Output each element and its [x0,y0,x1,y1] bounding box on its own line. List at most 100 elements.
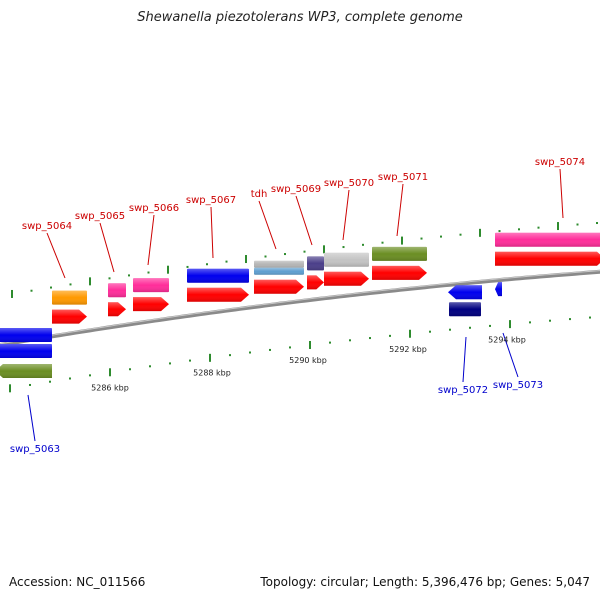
scale-label: 5294 kbp [488,335,526,344]
scale-labels: 5286 kbp 5288 kbp 5290 kbp 5292 kbp 5294 kbp [91,335,526,392]
feature-swp_5071[interactable] [372,246,427,280]
gene-label-swp_5074[interactable]: swp_5074 [535,157,585,168]
scale-label: 5286 kbp [91,383,129,392]
minor-tick [128,274,130,277]
minor-tick [289,346,291,349]
feature-swp_5073[interactable] [495,282,502,297]
minor-tick [449,328,451,331]
major-tick [323,245,325,254]
major-tick [409,329,411,338]
leader-swp_5066 [147,214,155,266]
leader-swp_5067 [210,206,214,259]
minor-tick [129,368,131,371]
minor-tick [147,271,150,274]
major-tick [245,255,247,264]
minor-tick [249,351,251,354]
leader-swp_5073 [502,332,519,378]
minor-tick [269,348,271,351]
leader-swp_5074 [559,168,564,219]
minor-tick [189,359,191,362]
minor-tick [429,330,431,333]
genome-backbone [0,269,600,348]
minor-tick [69,283,72,286]
minor-tick [381,241,384,244]
leader-tdh [258,200,277,250]
minor-tick [420,237,423,240]
major-tick [309,340,311,349]
minor-tick [549,319,551,322]
gene-label-swp_5070[interactable]: swp_5070 [324,178,374,189]
minor-tick [459,233,462,236]
minor-tick [206,263,208,266]
map-title: Shewanella piezotolerans WP3, complete g… [137,10,463,25]
gene-label-swp_5066[interactable]: swp_5066 [129,203,179,214]
minor-tick [108,277,111,280]
gene-label-swp_5069[interactable]: swp_5069 [271,184,321,195]
gene-label-swp_5063[interactable]: swp_5063 [10,444,60,455]
minor-tick [537,226,540,229]
minor-tick [329,341,331,344]
minor-tick [229,354,231,357]
major-tick [109,368,111,377]
label-leader-lines [27,168,564,442]
minor-tick [89,374,91,377]
leader-swp_5071 [396,183,404,237]
leader-swp_5063 [27,394,36,442]
feature-swp_5067[interactable] [187,268,249,302]
gene-label-tdh[interactable]: tdh [251,189,268,200]
gene-label-swp_5065[interactable]: swp_5065 [75,211,125,222]
gene-label-swp_5064[interactable]: swp_5064 [22,221,72,232]
minor-tick [169,362,171,365]
minor-tick [596,222,598,225]
gene-label-swp_5071[interactable]: swp_5071 [378,172,428,183]
feature-swp_5066[interactable] [133,278,169,312]
minor-tick [589,316,591,319]
minor-tick [50,286,52,289]
accession-text: Accession: NC_011566 [9,575,146,589]
feature-swp_5072[interactable] [448,285,482,317]
minor-tick [49,380,51,383]
major-tick [209,353,211,362]
feature-swp_5065[interactable] [108,283,126,317]
gene-label-swp_5072[interactable]: swp_5072 [438,385,488,396]
inner-tick-track [9,316,591,393]
major-tick [9,384,11,393]
minor-tick [369,337,371,340]
major-tick [89,277,91,286]
minor-tick [362,243,364,246]
minor-tick [264,255,267,258]
major-tick [479,228,481,237]
leader-swp_5070 [342,189,350,241]
outer-tick-track [11,222,598,298]
leader-swp_5069 [295,195,313,246]
minor-tick [30,289,33,292]
feature-swp_5064[interactable] [52,290,87,324]
minor-tick [576,223,579,226]
topology-summary: Topology: circular; Length: 5,396,476 bp… [260,575,590,589]
feature-tdh[interactable] [254,260,304,294]
minor-tick [69,377,71,380]
backbone-line [0,269,600,348]
minor-tick [469,326,471,329]
minor-tick [303,250,306,253]
minor-tick [569,318,571,321]
minor-tick [440,235,442,238]
feature-swp_5070[interactable] [324,252,369,286]
gene-label-swp_5073[interactable]: swp_5073 [493,380,543,391]
feature-swp_5069[interactable] [307,256,324,290]
feature-swp_5074[interactable] [495,232,600,266]
feature-swp_5063[interactable] [0,328,52,379]
major-tick [11,289,13,298]
gene-label-swp_5067[interactable]: swp_5067 [186,195,236,206]
minor-tick [342,246,345,249]
minor-tick [349,339,351,342]
minor-tick [225,260,228,263]
scale-label: 5290 kbp [289,356,327,365]
minor-tick [186,265,189,268]
minor-tick [284,253,286,256]
minor-tick [518,228,520,231]
scale-label: 5292 kbp [389,345,427,354]
feature-track [0,232,600,379]
